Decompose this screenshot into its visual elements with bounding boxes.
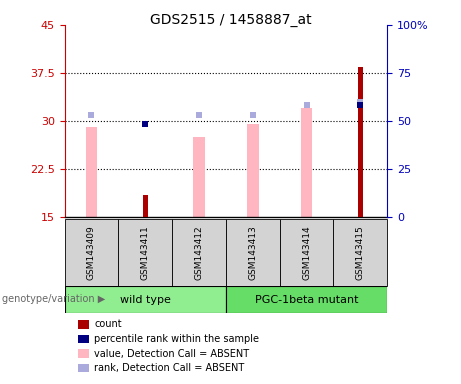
Bar <box>358 66 363 217</box>
Bar <box>193 137 205 217</box>
Text: wild type: wild type <box>120 295 171 305</box>
Bar <box>247 124 259 217</box>
Bar <box>142 195 148 217</box>
Bar <box>86 127 97 217</box>
Text: value, Detection Call = ABSENT: value, Detection Call = ABSENT <box>94 349 249 359</box>
Bar <box>172 219 226 286</box>
Text: GSM143411: GSM143411 <box>141 225 150 280</box>
Text: count: count <box>94 319 122 329</box>
Text: rank, Detection Call = ABSENT: rank, Detection Call = ABSENT <box>94 363 244 373</box>
Text: GDS2515 / 1458887_at: GDS2515 / 1458887_at <box>150 13 311 27</box>
Text: GSM143413: GSM143413 <box>248 225 257 280</box>
Text: PGC-1beta mutant: PGC-1beta mutant <box>255 295 358 305</box>
Text: GSM143414: GSM143414 <box>302 225 311 280</box>
Text: GSM143415: GSM143415 <box>356 225 365 280</box>
Bar <box>226 286 387 313</box>
Bar <box>333 219 387 286</box>
Bar <box>301 108 313 217</box>
Text: GSM143409: GSM143409 <box>87 225 96 280</box>
Bar <box>118 219 172 286</box>
Text: genotype/variation ▶: genotype/variation ▶ <box>2 294 106 304</box>
Bar <box>226 219 280 286</box>
Bar <box>65 286 226 313</box>
Bar <box>65 219 118 286</box>
Bar <box>280 219 333 286</box>
Text: GSM143412: GSM143412 <box>195 225 203 280</box>
Text: percentile rank within the sample: percentile rank within the sample <box>94 334 259 344</box>
